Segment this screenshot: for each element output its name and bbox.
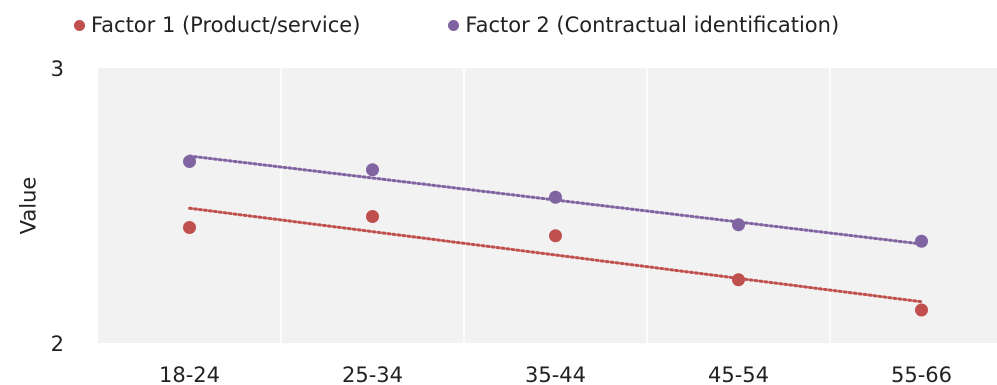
legend-marker-factor-2 (448, 19, 460, 31)
point-series-2-35-44 (549, 190, 562, 204)
x-tick-label-35-44: 35-44 (525, 363, 586, 385)
point-series-2-45-54 (732, 218, 745, 232)
point-series-1-18-24 (183, 221, 196, 234)
point-series-1-35-44 (549, 229, 562, 243)
y-axis-title: Value (16, 177, 40, 235)
x-tick-label-25-34: 25-34 (342, 363, 403, 385)
point-series-1-55-66 (915, 303, 928, 317)
y-tick-label-1: 3 (51, 57, 64, 81)
y-axis-ticks: 23 (51, 57, 64, 356)
legend-marker-factor-1 (74, 19, 85, 31)
plot-area (98, 68, 997, 343)
point-series-1-25-34 (366, 210, 379, 223)
point-series-1-45-54 (732, 273, 745, 287)
y-tick-label-0: 2 (51, 332, 64, 356)
x-tick-label-18-24: 18-24 (159, 363, 220, 385)
x-tick-label-45-54: 45-54 (708, 363, 769, 385)
legend-item-factor-2: Factor 2 (Contractual identification) (448, 12, 840, 37)
point-series-2-25-34 (366, 163, 379, 177)
legend: Factor 1 (Product/service) Factor 2 (Con… (74, 8, 839, 42)
legend-item-factor-1: Factor 1 (Product/service) (74, 12, 361, 37)
legend-label-factor-2: Factor 2 (Contractual identification) (465, 12, 840, 37)
legend-label-factor-1: Factor 1 (Product/service) (91, 12, 361, 37)
x-tick-label-55-66: 55-66 (891, 363, 952, 385)
point-series-2-18-24 (183, 155, 196, 168)
x-axis-ticks: 18-24 25-34 35-44 45-54 55-66 (159, 363, 952, 385)
data-points (183, 155, 928, 317)
point-series-2-55-66 (915, 234, 928, 248)
trendline-series-1 (188, 206, 923, 304)
gridlines (280, 68, 831, 343)
